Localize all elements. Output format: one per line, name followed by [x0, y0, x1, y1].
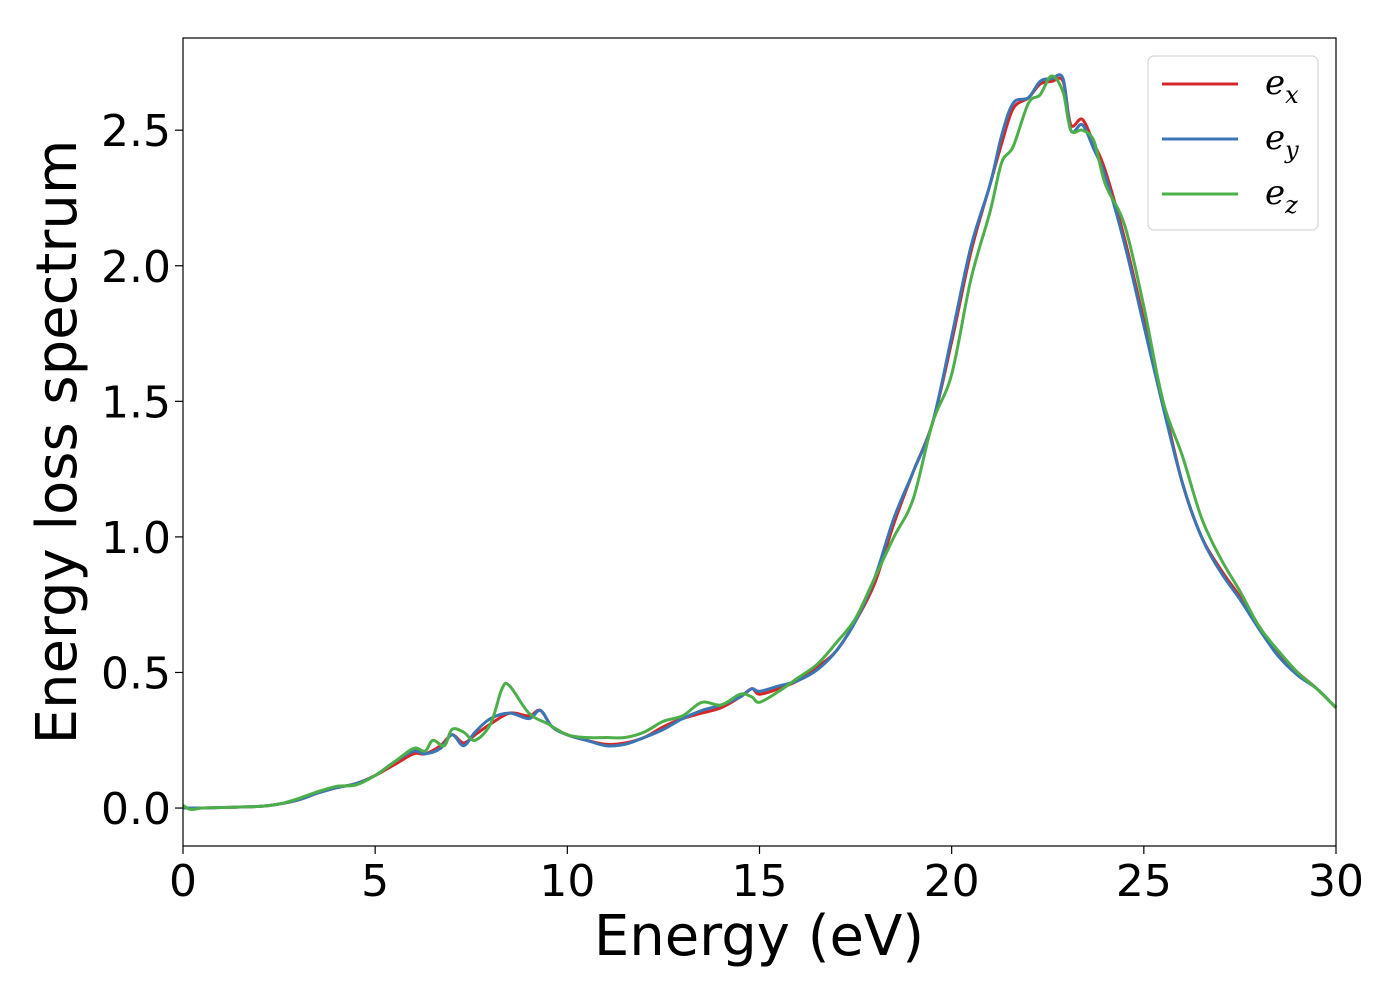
series-line-z	[182, 74, 1338, 811]
x-tick-label: 10	[539, 856, 595, 907]
x-tick-label: 5	[361, 856, 389, 907]
y-tick-label: 0.5	[101, 648, 171, 699]
plot-background	[183, 38, 1336, 846]
x-tick-label: 15	[732, 856, 788, 907]
x-tick-label: 25	[1116, 856, 1172, 907]
y-tick-label: 1.5	[101, 377, 171, 428]
y-tick-label: 2.0	[101, 242, 171, 293]
x-axis-ticks: 0 5 10 15 20 25 30	[169, 846, 1364, 907]
y-axis-ticks: 0.0 0.5 1.0 1.5 2.0 2.5	[101, 106, 183, 835]
legend-label-z: ez	[1265, 173, 1298, 219]
legend: ex ey ez	[1147, 55, 1319, 231]
legend-label-x: ex	[1265, 63, 1299, 109]
legend-label-y: ey	[1265, 118, 1299, 164]
x-tick-label: 30	[1308, 856, 1364, 907]
y-axis-label: Energy loss spectrum	[25, 140, 90, 745]
x-tick-label: 20	[924, 856, 980, 907]
y-tick-label: 2.5	[101, 106, 171, 157]
legend-box	[1147, 55, 1319, 231]
x-tick-label: 0	[169, 856, 197, 907]
y-tick-label: 1.0	[101, 513, 171, 564]
series-lines	[182, 73, 1338, 811]
y-tick-label: 0.0	[101, 784, 171, 835]
x-axis-label: Energy (eV)	[594, 904, 924, 969]
